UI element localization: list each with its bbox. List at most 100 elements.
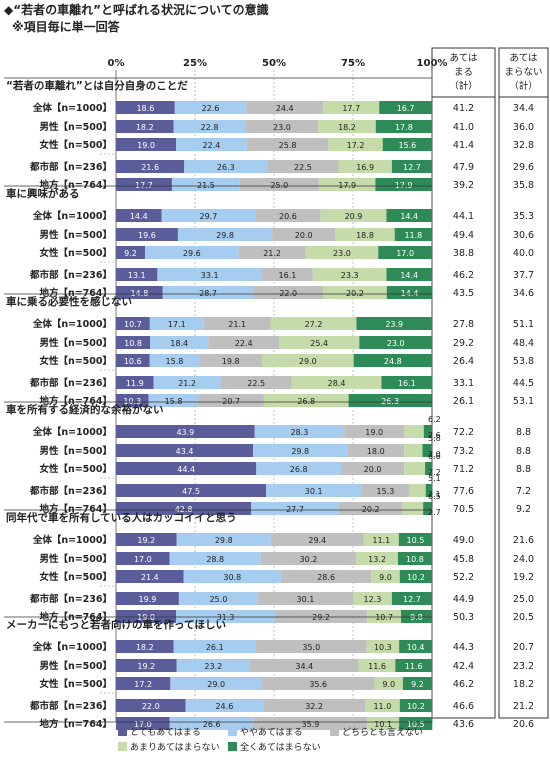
row-label: 男性【n=500】 [39, 553, 112, 565]
data-label: 20.2 [362, 505, 380, 514]
bar-segment [404, 462, 426, 475]
bar-segment [399, 717, 433, 730]
row-label: 男性【n=500】 [39, 660, 112, 672]
data-label: 18.6 [136, 104, 154, 113]
data-label: 9.0 [379, 573, 392, 582]
bar-segment [116, 570, 184, 583]
bar-segment [338, 160, 392, 173]
disagree-total: 30.6 [513, 230, 534, 241]
disagree-total: 29.6 [513, 162, 534, 173]
bar-segment [149, 354, 200, 367]
x-tick-label: 75% [341, 58, 365, 69]
data-label: 17.7 [135, 181, 153, 190]
data-label-outside: 6.5 [428, 492, 441, 501]
data-label-outside: 2.6 [428, 431, 441, 440]
data-label: 10.1 [374, 720, 392, 729]
data-label: 22.6 [202, 104, 220, 113]
bar-segment [116, 425, 255, 438]
bar-segment [402, 677, 432, 690]
bar-segment [261, 268, 313, 281]
data-label: 17.2 [134, 680, 152, 689]
bar-segment [173, 120, 246, 133]
row-label: 地方【n=764】 [39, 179, 112, 191]
data-label: 25.0 [209, 595, 227, 604]
disagree-column-frame [498, 47, 549, 719]
bar-segment [116, 354, 150, 367]
data-label: 47.5 [182, 487, 200, 496]
bar-segment [246, 138, 329, 151]
bar-segment [116, 336, 151, 349]
bar-segment [184, 160, 268, 173]
bar-segment [116, 552, 170, 565]
data-label: 27.7 [286, 505, 304, 514]
bar-segment [145, 246, 239, 259]
disagree-total: 21.2 [513, 701, 534, 712]
data-label: 23.2 [204, 662, 222, 671]
bar-segment [116, 317, 150, 330]
bar-segment [170, 677, 262, 690]
bar-segment [263, 699, 366, 712]
data-label: 18.2 [136, 123, 154, 132]
row-label: 全体【n=1000】 [32, 102, 112, 114]
summary-header: あては [449, 53, 478, 64]
agree-total: 50.3 [453, 612, 474, 623]
bar-segment [267, 160, 339, 173]
bar-segment [402, 502, 424, 515]
data-label: 12.3 [364, 595, 382, 604]
data-label: 18.4 [170, 339, 188, 348]
row-label: 男性【n=500】 [39, 445, 112, 457]
bar-segment [116, 699, 186, 712]
bar-segment [358, 659, 396, 672]
data-label: 10.7 [124, 320, 142, 329]
data-label: 10.2 [407, 573, 425, 582]
bar-segment [246, 101, 324, 114]
bar-segment [148, 394, 199, 407]
data-label: 22.4 [203, 141, 221, 150]
bar-segment [256, 462, 341, 475]
agree-total: 43.5 [453, 288, 474, 299]
summary-header: （計） [449, 80, 478, 92]
bar-segment [266, 484, 362, 497]
data-label: 10.3 [374, 643, 392, 652]
bar-segment [239, 178, 319, 191]
legend-label: 全くあてはまらない [240, 743, 321, 753]
bar-segment [116, 286, 163, 299]
bar-segment [344, 425, 405, 438]
summary-header: あては [509, 53, 538, 64]
data-label: 19.2 [137, 536, 155, 545]
legend-swatch [118, 727, 127, 736]
data-label: 13.1 [128, 271, 146, 280]
bar-segment [270, 317, 357, 330]
group-title: 車に興味がある [6, 187, 80, 200]
data-label: 18.8 [356, 231, 374, 240]
bar-segment [348, 394, 432, 407]
data-label: 24.4 [276, 104, 294, 113]
bar-segment [274, 610, 368, 623]
bar-segment [116, 484, 267, 497]
legend-swatch [330, 727, 339, 736]
bar-segment [270, 533, 364, 546]
summary-header: まらない [504, 67, 542, 78]
data-label: 22.0 [279, 289, 297, 298]
agree-total: 38.8 [453, 248, 474, 259]
legend-swatch [118, 742, 127, 751]
data-label: 44.4 [177, 465, 195, 474]
data-label: 26.3 [217, 163, 235, 172]
bar-segment [391, 160, 432, 173]
data-label: 35.6 [309, 680, 327, 689]
data-label: 35.0 [302, 643, 320, 652]
bar-segment [386, 286, 433, 299]
bar-segment [386, 268, 432, 281]
disagree-total: 34.6 [513, 288, 534, 299]
row-label: 都市部【n=236】 [29, 593, 112, 605]
bar-segment [255, 209, 321, 222]
data-label: 17.0 [134, 555, 152, 564]
legend-item-1: とてもあてはまる [118, 726, 201, 741]
disagree-total: 34.4 [513, 103, 534, 114]
data-label: 9.0 [382, 680, 395, 689]
data-label: 11.1 [372, 536, 390, 545]
data-label: 26.8 [290, 465, 308, 474]
data-label-outside: 5.8 [428, 434, 441, 443]
data-label: 9.2 [411, 680, 424, 689]
data-label: 16.1 [398, 379, 416, 388]
